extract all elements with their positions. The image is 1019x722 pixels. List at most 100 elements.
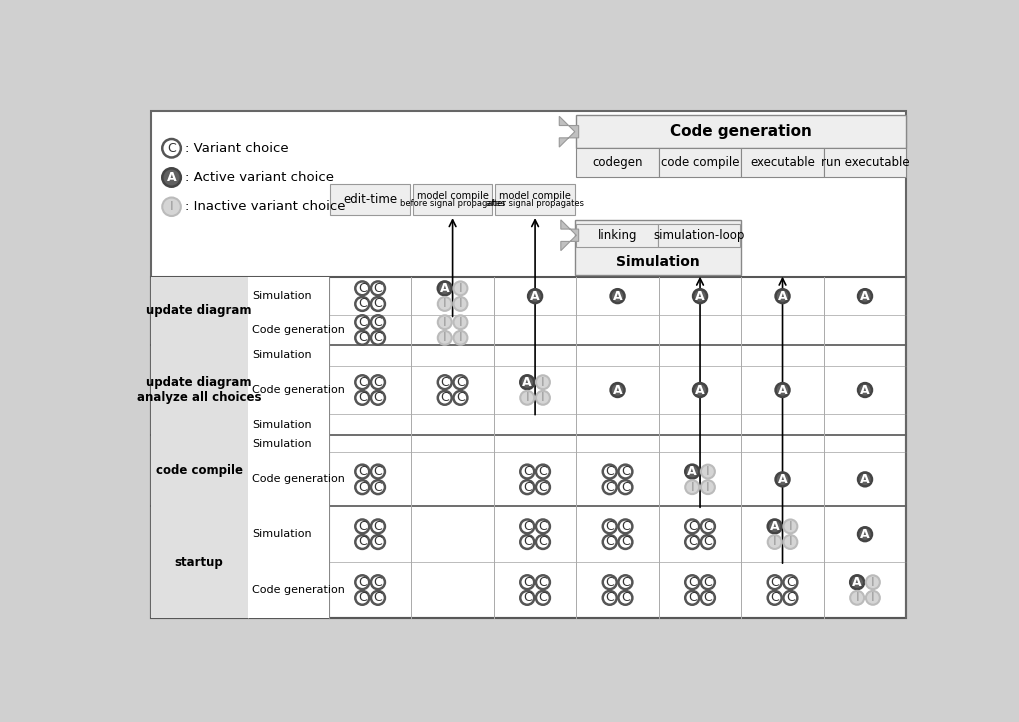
Text: C: C	[374, 536, 382, 549]
Text: A: A	[860, 383, 870, 396]
Text: C: C	[523, 591, 532, 604]
Text: Code generation: Code generation	[252, 385, 345, 395]
Text: I: I	[170, 200, 173, 213]
Circle shape	[438, 375, 451, 389]
Text: A: A	[860, 528, 870, 541]
Circle shape	[767, 519, 782, 534]
Circle shape	[850, 575, 864, 589]
Text: A: A	[688, 465, 697, 478]
Circle shape	[767, 575, 782, 589]
Text: C: C	[358, 282, 367, 295]
Circle shape	[453, 297, 468, 311]
Text: C: C	[770, 575, 780, 588]
Text: C: C	[703, 591, 712, 604]
Text: Simulation: Simulation	[252, 439, 312, 449]
Circle shape	[356, 375, 369, 389]
Text: linking: linking	[597, 229, 637, 242]
Text: C: C	[374, 575, 382, 588]
Circle shape	[453, 391, 468, 405]
Text: C: C	[358, 481, 367, 494]
Text: C: C	[605, 465, 614, 478]
Bar	[248, 277, 329, 316]
Circle shape	[619, 591, 633, 605]
Circle shape	[371, 316, 385, 329]
Text: update diagram
analyze all choices: update diagram analyze all choices	[137, 376, 261, 404]
Circle shape	[685, 519, 699, 534]
Circle shape	[685, 535, 699, 549]
Circle shape	[371, 480, 385, 494]
Text: C: C	[539, 465, 547, 478]
Text: C: C	[523, 465, 532, 478]
Circle shape	[701, 535, 715, 549]
Text: I: I	[541, 391, 545, 404]
Text: edit-time: edit-time	[343, 193, 397, 206]
Circle shape	[438, 316, 451, 329]
Text: C: C	[605, 536, 614, 549]
Bar	[151, 277, 248, 344]
Circle shape	[371, 519, 385, 534]
Text: C: C	[703, 520, 712, 533]
Circle shape	[685, 575, 699, 589]
Circle shape	[536, 519, 550, 534]
Text: simulation-loop: simulation-loop	[653, 229, 745, 242]
Circle shape	[371, 282, 385, 295]
Circle shape	[685, 480, 699, 494]
Circle shape	[619, 535, 633, 549]
Circle shape	[453, 331, 468, 344]
Text: after signal propagates: after signal propagates	[486, 199, 584, 208]
Bar	[658, 224, 740, 247]
Bar	[248, 506, 329, 562]
Text: C: C	[539, 591, 547, 604]
Circle shape	[866, 575, 879, 589]
Circle shape	[866, 591, 879, 605]
Text: I: I	[871, 575, 874, 588]
Circle shape	[356, 316, 369, 329]
Circle shape	[775, 472, 790, 487]
Text: C: C	[786, 575, 795, 588]
Text: C: C	[358, 297, 367, 310]
Text: A: A	[695, 290, 705, 303]
Circle shape	[784, 591, 797, 605]
Text: C: C	[688, 575, 697, 588]
Text: I: I	[443, 297, 446, 310]
Text: : Variant choice: : Variant choice	[184, 142, 288, 155]
Text: run executable: run executable	[820, 157, 909, 170]
Text: C: C	[786, 591, 795, 604]
Text: I: I	[526, 391, 529, 404]
Text: Code generation: Code generation	[252, 585, 345, 595]
Circle shape	[619, 575, 633, 589]
Text: update diagram: update diagram	[147, 304, 252, 317]
Text: I: I	[541, 375, 545, 388]
Circle shape	[521, 480, 534, 494]
Circle shape	[685, 465, 699, 479]
Circle shape	[371, 575, 385, 589]
Circle shape	[619, 480, 633, 494]
Text: C: C	[621, 591, 630, 604]
Text: Code generation: Code generation	[252, 474, 345, 484]
Text: A: A	[523, 375, 532, 388]
Text: C: C	[605, 481, 614, 494]
Text: A: A	[770, 520, 780, 533]
Text: A: A	[777, 290, 788, 303]
Bar	[248, 562, 329, 618]
Text: C: C	[167, 142, 176, 155]
Text: I: I	[459, 316, 463, 329]
Circle shape	[784, 519, 797, 534]
Text: model compile: model compile	[499, 191, 571, 201]
Bar	[248, 414, 329, 435]
Text: A: A	[695, 383, 705, 396]
Text: C: C	[539, 536, 547, 549]
Text: C: C	[688, 520, 697, 533]
Text: I: I	[459, 282, 463, 295]
Text: C: C	[374, 391, 382, 404]
Circle shape	[453, 282, 468, 295]
Text: C: C	[457, 391, 465, 404]
Circle shape	[775, 383, 790, 397]
Bar	[575, 220, 741, 275]
Circle shape	[536, 391, 550, 405]
Text: I: I	[706, 481, 709, 494]
Circle shape	[701, 575, 715, 589]
Circle shape	[858, 383, 872, 397]
Circle shape	[521, 519, 534, 534]
Circle shape	[701, 519, 715, 534]
